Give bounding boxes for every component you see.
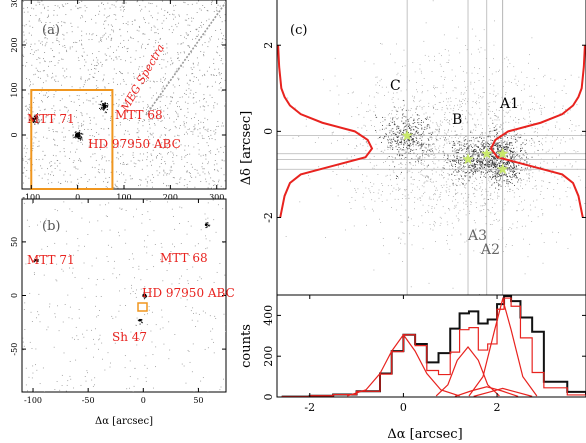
panel-c-background [277, 0, 586, 295]
panel-b-label-mtt71: MTT 71 [27, 253, 75, 267]
panel-a-label-hd97950: HD 97950 ABC [88, 137, 181, 151]
star-a1 [497, 147, 509, 159]
source-mark [31, 117, 36, 121]
y-tick-label: 200 [10, 37, 19, 52]
y-tick-label: 200 [262, 346, 275, 367]
star-a2 [497, 163, 509, 175]
source-mark [75, 132, 81, 138]
star-c [401, 129, 413, 141]
label-a3: A3 [467, 228, 487, 244]
panel-b-xlabel: Δα [arcsec] [95, 416, 153, 427]
source-mark [102, 104, 106, 108]
panel-d-series [281, 295, 586, 397]
star-b [462, 153, 474, 165]
x-tick-label: 100 [116, 193, 131, 202]
panel-a-label-mtt71: MTT 71 [27, 112, 75, 126]
y-tick-label: -2 [262, 212, 275, 223]
panel-d-ylabel: counts [239, 324, 254, 368]
left-profile [277, 45, 374, 218]
panel-b-label-mtt68: MTT 68 [160, 251, 208, 265]
x-tick-label: 200 [163, 193, 178, 202]
panel-c-guides [277, 0, 586, 295]
x-tick-label: 2 [494, 401, 501, 414]
y-tick-label: 0 [262, 394, 275, 401]
panel-b-zoom-box [137, 302, 148, 312]
panel-a-axes: -100 0 100 200 300 0 100 200 300 [10, 0, 226, 202]
x-tick-label: 300 [209, 193, 224, 202]
source-mark [204, 223, 208, 227]
panel-b-label: (b) [42, 219, 60, 234]
panel-d-xlabel: Δα [arcsec] [387, 427, 462, 442]
series-line-4 [454, 386, 519, 397]
panel-d-frame [276, 294, 586, 398]
panel-b-label-hd97950: HD 97950 ABC [142, 286, 235, 300]
y-tick-label: 0 [10, 293, 19, 298]
panel-a-events [22, 0, 226, 189]
y-tick-label: -50 [10, 343, 19, 356]
series-line-3 [435, 346, 500, 397]
panel-c-stars [401, 129, 509, 175]
x-tick-label: -2 [304, 401, 315, 414]
series-line-5 [468, 296, 538, 397]
x-tick-label: 0 [400, 401, 407, 414]
y-tick-label: 0 [262, 128, 275, 135]
x-tick-label: 0 [141, 396, 146, 405]
x-tick-label: -100 [22, 193, 40, 202]
x-tick-label: 50 [193, 396, 203, 405]
panel-b-events [22, 199, 226, 392]
panel-b-frame [21, 198, 227, 393]
y-tick-label: 100 [10, 82, 19, 97]
series-line-6 [473, 387, 533, 397]
panel-a-label-mtt68: MTT 68 [115, 108, 163, 122]
label-a1: A1 [499, 96, 519, 112]
star-a3 [481, 147, 493, 159]
x-tick-label: -100 [24, 396, 42, 405]
panel-d-background [277, 295, 586, 397]
source-mark [138, 318, 142, 322]
source-mark [35, 258, 38, 262]
y-tick-label: 400 [262, 305, 275, 326]
series-line-2 [347, 333, 460, 397]
y-tick-label: 300 [10, 0, 19, 8]
series-line-1 [281, 297, 586, 397]
y-tick-label: 0 [10, 132, 19, 137]
panel-c-label: (c) [290, 23, 307, 38]
panel-c-ylabel: Δδ [arcsec] [239, 111, 254, 185]
panel-c-axes: -2 0 2 [262, 42, 586, 223]
y-tick-label: 2 [262, 42, 275, 49]
panel-c-profiles [277, 45, 586, 218]
panel-b: -100 -50 0 50 -50 0 50 (b) MTT 68 MTT 71 HD 97… [10, 198, 235, 427]
panel-d: -2 0 2 0 200 400 counts Δα [arcsec] [239, 294, 586, 442]
panel-a-frame [21, 0, 227, 190]
panel-b-label-sh47: Sh 47 [112, 330, 147, 344]
label-b: B [452, 112, 462, 128]
label-a2: A2 [480, 242, 500, 258]
label-c: C [390, 78, 401, 94]
y-tick-label: 50 [10, 237, 19, 247]
zoom-box [30, 89, 114, 190]
panel-c: -2 0 2 (c) C B A1 A3 A2 Δδ [arcsec] [239, 0, 586, 296]
x-tick-label: 0 [75, 193, 80, 202]
panel-b-axes: -100 -50 0 50 -50 0 50 [10, 199, 226, 405]
panel-a-label: (a) [42, 23, 60, 38]
source-mark [142, 293, 147, 298]
x-tick-label: -50 [82, 396, 95, 405]
panel-d-axes: -2 0 2 0 200 400 [262, 295, 586, 414]
panel-a: -100 0 100 200 300 0 100 200 300 (a) MTT 71 MTT … [10, 0, 227, 202]
right-profile [489, 45, 586, 218]
